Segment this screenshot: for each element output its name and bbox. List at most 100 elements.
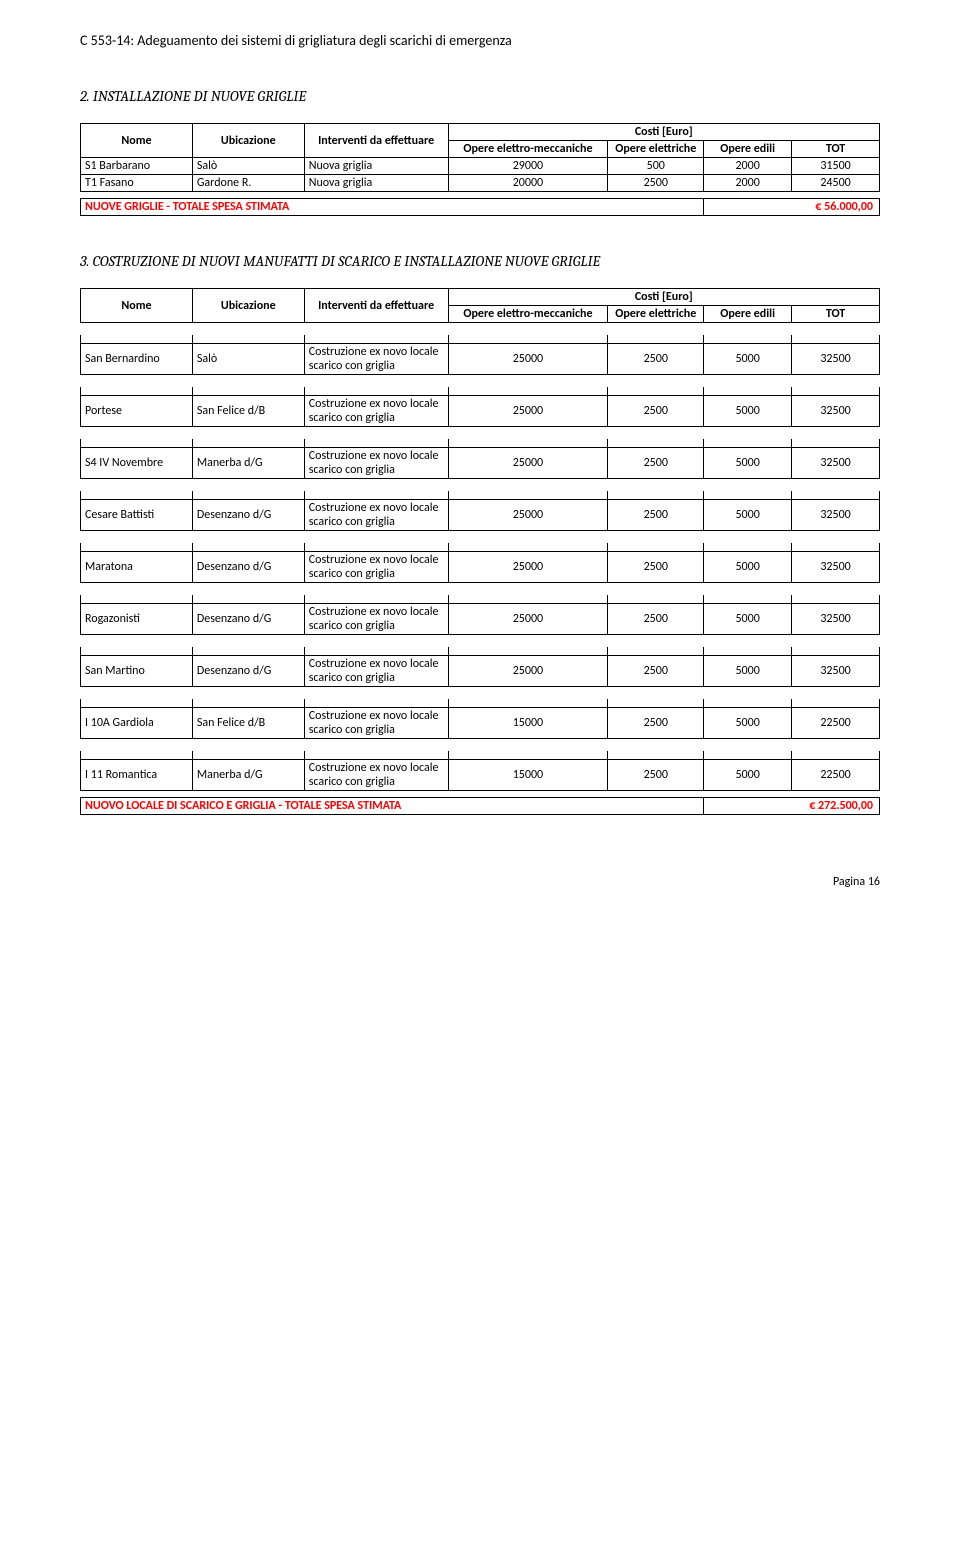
cell: 5000: [704, 656, 792, 687]
cell: 5000: [704, 708, 792, 739]
cell: Salò: [192, 158, 304, 175]
section3-row-table: I 10A GardiolaSan Felice d/BCostruzione …: [80, 699, 880, 739]
cell: 2000: [704, 158, 792, 175]
cell: San Bernardino: [81, 344, 193, 375]
cell: Nuova griglia: [304, 158, 448, 175]
cell: 25000: [448, 656, 608, 687]
section2-heading: 2. INSTALLAZIONE DI NUOVE GRIGLIE: [80, 87, 880, 105]
cell: 2500: [608, 448, 704, 479]
section3-row-table: S4 IV NovembreManerba d/GCostruzione ex …: [80, 439, 880, 479]
cell: 5000: [704, 448, 792, 479]
section3-row-table: I 11 RomanticaManerba d/GCostruzione ex …: [80, 751, 880, 791]
cell: 29000: [448, 158, 608, 175]
cell: 31500: [792, 158, 880, 175]
section3-heading: 3. COSTRUZIONE DI NUOVI MANUFATTI DI SCA…: [80, 252, 880, 270]
table-row: T1 FasanoGardone R.Nuova griglia20000250…: [81, 175, 880, 192]
col3-ubicazione: Ubicazione: [192, 289, 304, 323]
cell: Costruzione ex novo locale scarico con g…: [304, 656, 448, 687]
cell: 2500: [608, 344, 704, 375]
cell: Portese: [81, 396, 193, 427]
col-ed: Opere edili: [704, 141, 792, 158]
section3-row-table: RogazonistiDesenzano d/GCostruzione ex n…: [80, 595, 880, 635]
cell: 5000: [704, 604, 792, 635]
section2-table: Nome Ubicazione Interventi da effettuare…: [80, 123, 880, 192]
col3-tot: TOT: [792, 306, 880, 323]
cell: Desenzano d/G: [192, 604, 304, 635]
cell: 24500: [792, 175, 880, 192]
cell: Costruzione ex novo locale scarico con g…: [304, 760, 448, 791]
cell: 32500: [792, 656, 880, 687]
cell: 500: [608, 158, 704, 175]
cell: San Felice d/B: [192, 708, 304, 739]
cell: Desenzano d/G: [192, 552, 304, 583]
cell: Cesare Battisti: [81, 500, 193, 531]
cell: S4 IV Novembre: [81, 448, 193, 479]
page-number: Pagina 16: [80, 875, 880, 889]
cell: S1 Barbarano: [81, 158, 193, 175]
cell: 5000: [704, 500, 792, 531]
col-ubicazione: Ubicazione: [192, 124, 304, 158]
table-row: Cesare BattistiDesenzano d/GCostruzione …: [81, 500, 880, 531]
cell: 5000: [704, 760, 792, 791]
col3-el: Opere elettriche: [608, 306, 704, 323]
cell: 5000: [704, 396, 792, 427]
table-row: I 11 RomanticaManerba d/GCostruzione ex …: [81, 760, 880, 791]
cell: Costruzione ex novo locale scarico con g…: [304, 552, 448, 583]
cell: Desenzano d/G: [192, 500, 304, 531]
cell: San Martino: [81, 656, 193, 687]
col-costi: Costi [Euro]: [448, 124, 879, 141]
cell: Costruzione ex novo locale scarico con g…: [304, 604, 448, 635]
section3-header-table: Nome Ubicazione Interventi da effettuare…: [80, 288, 880, 323]
cell: Nuova griglia: [304, 175, 448, 192]
section3-row-table: Cesare BattistiDesenzano d/GCostruzione …: [80, 491, 880, 531]
table-row: San MartinoDesenzano d/GCostruzione ex n…: [81, 656, 880, 687]
col-nome: Nome: [81, 124, 193, 158]
doc-title: C 553-14: Adeguamento dei sistemi di gri…: [80, 32, 880, 49]
section2-summary: NUOVE GRIGLIE - TOTALE SPESA STIMATA € 5…: [80, 198, 880, 216]
table-row: I 10A GardiolaSan Felice d/BCostruzione …: [81, 708, 880, 739]
cell: 5000: [704, 552, 792, 583]
cell: 2500: [608, 175, 704, 192]
cell: 25000: [448, 500, 608, 531]
cell: 2500: [608, 760, 704, 791]
cell: Costruzione ex novo locale scarico con g…: [304, 500, 448, 531]
col3-nome: Nome: [81, 289, 193, 323]
cell: Desenzano d/G: [192, 656, 304, 687]
cell: 32500: [792, 500, 880, 531]
cell: 32500: [792, 552, 880, 583]
cell: 32500: [792, 448, 880, 479]
section3-row-table: San BernardinoSalòCostruzione ex novo lo…: [80, 335, 880, 375]
cell: Costruzione ex novo locale scarico con g…: [304, 708, 448, 739]
col3-ed: Opere edili: [704, 306, 792, 323]
s2-summary-value: € 56.000,00: [704, 199, 880, 216]
table-row: S4 IV NovembreManerba d/GCostruzione ex …: [81, 448, 880, 479]
cell: 2500: [608, 396, 704, 427]
cell: 2000: [704, 175, 792, 192]
cell: 22500: [792, 760, 880, 791]
table-row: PorteseSan Felice d/BCostruzione ex novo…: [81, 396, 880, 427]
cell: 2500: [608, 500, 704, 531]
col-interventi: Interventi da effettuare: [304, 124, 448, 158]
cell: 2500: [608, 656, 704, 687]
cell: 22500: [792, 708, 880, 739]
section3-summary: NUOVO LOCALE DI SCARICO E GRIGLIA - TOTA…: [80, 797, 880, 815]
cell: 25000: [448, 448, 608, 479]
cell: 15000: [448, 708, 608, 739]
table-row: S1 BarbaranoSalòNuova griglia29000500200…: [81, 158, 880, 175]
cell: San Felice d/B: [192, 396, 304, 427]
cell: 2500: [608, 708, 704, 739]
section3-row-table: PorteseSan Felice d/BCostruzione ex novo…: [80, 387, 880, 427]
cell: I 10A Gardiola: [81, 708, 193, 739]
cell: Maratona: [81, 552, 193, 583]
table-row: San BernardinoSalòCostruzione ex novo lo…: [81, 344, 880, 375]
cell: 25000: [448, 604, 608, 635]
section3-row-table: MaratonaDesenzano d/GCostruzione ex novo…: [80, 543, 880, 583]
cell: T1 Fasano: [81, 175, 193, 192]
cell: 32500: [792, 604, 880, 635]
col3-em: Opere elettro-meccaniche: [448, 306, 608, 323]
col3-interventi: Interventi da effettuare: [304, 289, 448, 323]
cell: Manerba d/G: [192, 760, 304, 791]
col3-costi: Costi [Euro]: [448, 289, 879, 306]
cell: Salò: [192, 344, 304, 375]
cell: 32500: [792, 396, 880, 427]
